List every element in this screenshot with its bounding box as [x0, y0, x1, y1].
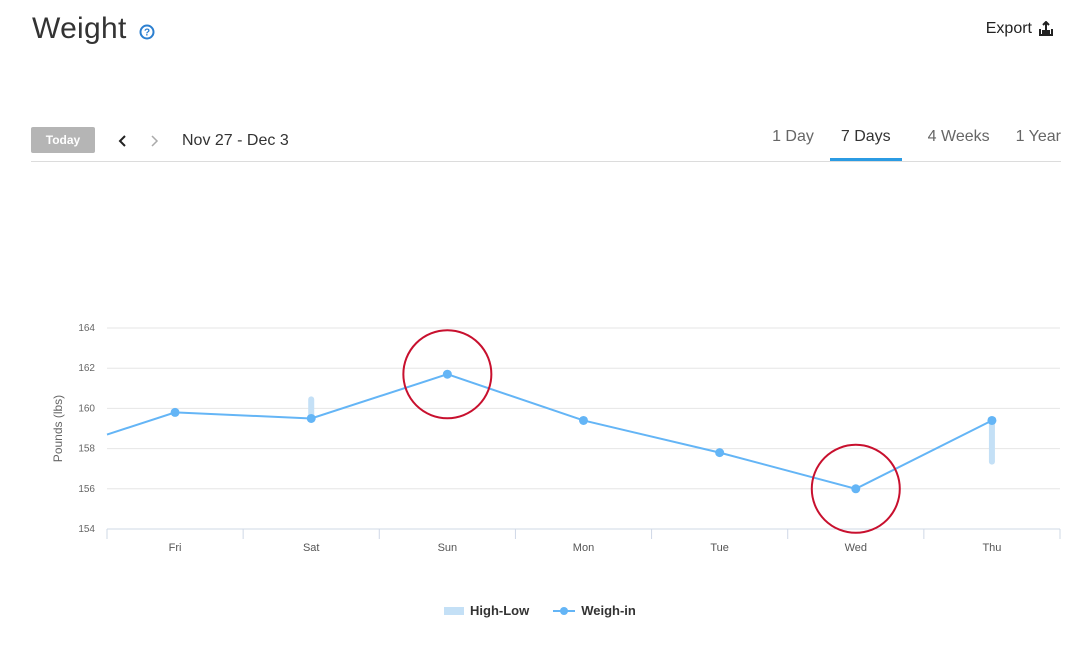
y-tick-label: 154 [78, 524, 95, 535]
x-tick-label: Tue [710, 542, 729, 554]
x-tick-label: Fri [169, 542, 182, 554]
y-tick-label: 164 [78, 323, 95, 334]
weigh-in-point [442, 369, 452, 379]
annotation-circle [810, 443, 901, 534]
legend-label-high-low: High-Low [470, 603, 530, 618]
x-tick-label: Wed [845, 542, 867, 554]
chevron-left-icon[interactable] [114, 131, 132, 151]
legend-swatch-high-low [444, 606, 464, 615]
weigh-in-point [306, 413, 316, 423]
tab-1-day[interactable]: 1 Day [772, 128, 814, 145]
date-nav-bar: Today Nov 27 - Dec 3 1 Day 7 Days 4 Week… [31, 127, 1061, 162]
chart-legend: High-Low Weigh-in [444, 603, 660, 618]
weigh-in-line [106, 373, 993, 490]
legend-swatch-weigh-in [553, 606, 576, 615]
weigh-in-point [987, 415, 997, 425]
today-button[interactable]: Today [31, 127, 95, 153]
legend-item-high-low[interactable]: High-Low [444, 603, 529, 618]
x-tick-label: Thu [982, 542, 1001, 554]
weigh-in-point [579, 415, 588, 425]
x-tick-label: Mon [573, 542, 594, 554]
page-title: Weight [32, 12, 127, 45]
date-range-label: Nov 27 - Dec 3 [182, 132, 289, 149]
y-axis-label: Pounds (lbs) [51, 395, 65, 462]
x-tick-label: Sat [303, 542, 320, 554]
y-tick-label: 160 [78, 403, 95, 414]
tab-4-weeks[interactable]: 4 Weeks [927, 128, 990, 145]
tab-1-year[interactable]: 1 Year [1015, 128, 1061, 145]
high-low-bar [988, 420, 995, 465]
export-label: Export [985, 20, 1032, 37]
y-tick-label: 158 [78, 444, 95, 455]
help-icon[interactable]: ? [139, 24, 155, 40]
svg-text:?: ? [144, 28, 150, 39]
x-tick-label: Sun [438, 542, 458, 554]
weigh-in-point [851, 484, 861, 494]
legend-item-weigh-in[interactable]: Weigh-in [553, 603, 636, 618]
tab-7-days[interactable]: 7 Days [829, 127, 902, 161]
annotation-circle [402, 329, 493, 420]
weigh-in-point [170, 407, 180, 417]
chevron-right-icon[interactable] [145, 131, 163, 151]
weigh-in-point [715, 448, 725, 458]
high-low-bar [308, 396, 315, 419]
legend-label-weigh-in: Weigh-in [581, 603, 636, 618]
y-tick-label: 156 [78, 484, 95, 495]
export-icon [1039, 21, 1053, 36]
export-button[interactable]: Export [986, 20, 1054, 38]
y-tick-label: 162 [78, 363, 95, 374]
period-tabs: 1 Day 7 Days 4 Weeks 1 Year [772, 127, 1061, 161]
